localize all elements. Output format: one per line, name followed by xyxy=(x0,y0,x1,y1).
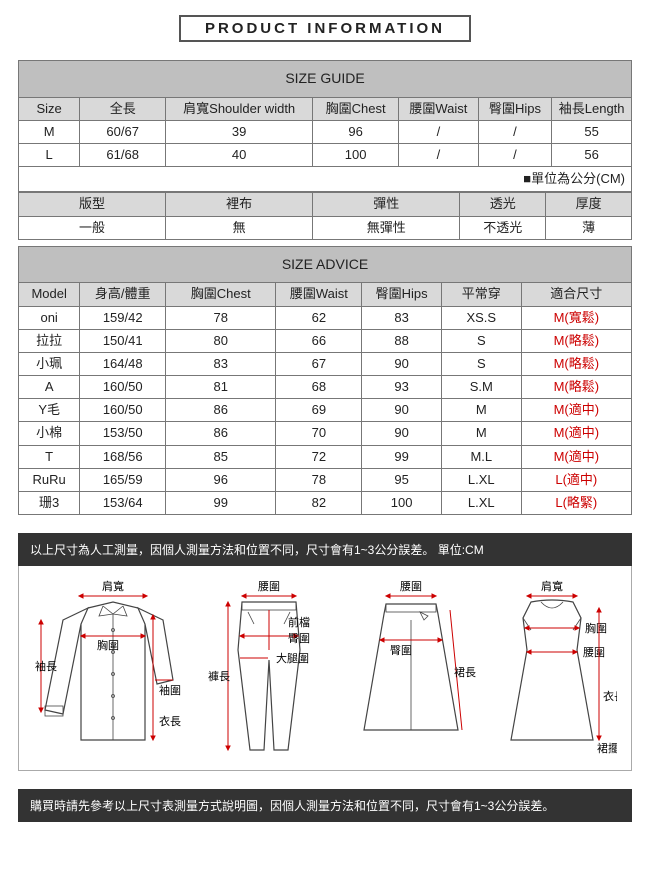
unit-note: ■單位為公分(CM) xyxy=(19,167,632,192)
table-header: 臀圍Hips xyxy=(362,283,442,306)
svg-text:褲長: 褲長 xyxy=(208,669,230,683)
pants-diagram: 腰圍 前檔 臀圍 大腿圍 褲長 xyxy=(204,580,334,760)
table-header: 厚度 xyxy=(546,193,632,216)
svg-text:裙長: 裙長 xyxy=(454,666,476,679)
dress-diagram: 肩寬 胸圍 腰圍 衣長 裙擺 xyxy=(487,580,617,760)
table-header: Model xyxy=(19,283,80,306)
svg-text:胸圍: 胸圍 xyxy=(585,621,607,635)
svg-text:衣長: 衣長 xyxy=(159,714,181,728)
svg-text:腰圍: 腰圍 xyxy=(258,580,280,593)
table-header: 胸圍Chest xyxy=(166,283,276,306)
size-advice-table: SIZE ADVICE Model身高/體重胸圍Chest腰圍Waist臀圍Hi… xyxy=(18,246,632,515)
svg-text:胸圍: 胸圍 xyxy=(97,638,119,652)
table-header: 版型 xyxy=(19,193,166,216)
table-header: 平常穿 xyxy=(441,283,521,306)
table-row: T168/56857299M.LM(適中) xyxy=(19,445,632,468)
table-row: Y毛160/50866990MM(適中) xyxy=(19,399,632,422)
table-header: 裡布 xyxy=(166,193,313,216)
table-row: oni159/42786283XS.SM(寬鬆) xyxy=(19,306,632,329)
table-header: Size xyxy=(19,97,80,120)
measurement-note-2: 購買時請先參考以上尺寸表測量方式說明圖，因個人測量方法和位置不同，尺寸會有1~3… xyxy=(18,789,632,822)
table-header: 臀圍Hips xyxy=(478,97,552,120)
table-row: 珊3153/649982100L.XLL(略緊) xyxy=(19,492,632,515)
table-header: 彈性 xyxy=(313,193,460,216)
table-row: 拉拉150/41806688SM(略鬆) xyxy=(19,329,632,352)
svg-text:肩寬: 肩寬 xyxy=(541,580,563,593)
svg-text:衣長: 衣長 xyxy=(603,689,617,703)
properties-table: 版型裡布彈性透光厚度 一般無無彈性不透光薄 xyxy=(18,192,632,239)
svg-text:前檔: 前檔 xyxy=(288,615,310,629)
shirt-diagram: 肩寬 胸圍 袖長 袖圍 xyxy=(33,580,193,760)
svg-text:大腿圍: 大腿圍 xyxy=(276,651,309,665)
table-row: M60/673996//55 xyxy=(19,120,632,143)
table-header: 身高/體重 xyxy=(80,283,166,306)
svg-text:腰圍: 腰圍 xyxy=(400,580,422,593)
table-row: A160/50816893S.MM(略鬆) xyxy=(19,376,632,399)
measurement-diagrams: 肩寬 胸圍 袖長 袖圍 xyxy=(18,566,632,771)
size-guide-header: SIZE GUIDE xyxy=(19,61,632,98)
svg-text:袖圍: 袖圍 xyxy=(159,683,181,697)
measurement-note-1: 以上尺寸為人工測量，因個人測量方法和位置不同，尺寸會有1~3公分誤差。 單位:C… xyxy=(18,533,632,566)
skirt-diagram: 腰圍 臀圍 裙長 xyxy=(346,580,476,760)
table-header: 腰圍Waist xyxy=(399,97,479,120)
svg-text:肩寬: 肩寬 xyxy=(102,580,124,593)
table-header: 腰圍Waist xyxy=(276,283,362,306)
table-header: 胸圍Chest xyxy=(313,97,399,120)
table-header: 袖長Length xyxy=(552,97,632,120)
table-header: 透光 xyxy=(460,193,546,216)
size-advice-header: SIZE ADVICE xyxy=(19,246,632,283)
table-row: RuRu165/59967895L.XLL(適中) xyxy=(19,468,632,491)
svg-text:臀圍: 臀圍 xyxy=(390,644,412,657)
table-header: 適合尺寸 xyxy=(521,283,631,306)
svg-text:腰圍: 腰圍 xyxy=(583,646,605,659)
svg-text:袖長: 袖長 xyxy=(35,659,57,673)
table-row: 小棉153/50867090MM(適中) xyxy=(19,422,632,445)
table-row: L61/6840100//56 xyxy=(19,143,632,166)
svg-text:臀圍: 臀圍 xyxy=(288,632,310,645)
svg-text:裙擺: 裙擺 xyxy=(597,741,617,755)
table-row: 小珮164/48836790SM(略鬆) xyxy=(19,352,632,375)
table-header: 肩寬Shoulder width xyxy=(166,97,313,120)
page-title: PRODUCT INFORMATION xyxy=(179,15,471,42)
size-guide-table: SIZE GUIDE Size全長肩寬Shoulder width胸圍Chest… xyxy=(18,60,632,192)
table-header: 全長 xyxy=(80,97,166,120)
